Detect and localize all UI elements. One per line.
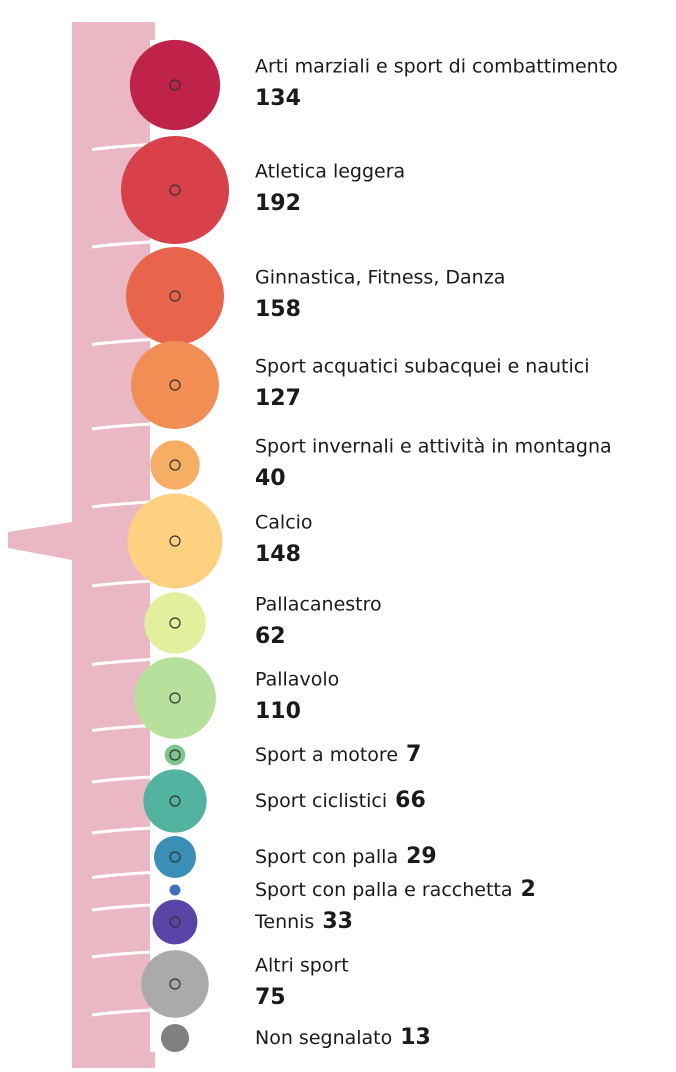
separator — [91, 335, 231, 346]
separator — [91, 823, 231, 835]
separator — [91, 237, 231, 249]
value-label: 192 — [255, 191, 301, 216]
value-label: 158 — [255, 297, 301, 322]
bubble — [141, 950, 209, 1018]
bubble-center — [169, 184, 181, 196]
value-label: 127 — [255, 386, 301, 411]
bubble — [160, 1023, 190, 1053]
category-label: Sport acquatici subacquei e nautici — [255, 356, 590, 378]
category-label: Sport con palla — [255, 846, 398, 868]
value-label: 40 — [255, 466, 286, 491]
bubble-center — [169, 851, 181, 863]
bubble — [129, 39, 221, 131]
bubble — [169, 884, 181, 896]
bubble — [134, 657, 216, 739]
bubble — [120, 135, 230, 245]
category-label: Sport invernali e attività in montagna — [255, 436, 612, 458]
bubble-center — [169, 535, 181, 547]
separator — [91, 655, 231, 666]
value-label: 2 — [521, 877, 536, 902]
value-label: 148 — [255, 542, 301, 567]
category-label: Tennis — [254, 911, 314, 933]
category-label: Pallavolo — [255, 669, 339, 691]
bubble — [131, 341, 219, 429]
value-label: 134 — [255, 86, 301, 111]
bubble — [150, 440, 200, 490]
value-label: 75 — [255, 985, 286, 1010]
bubble-center — [169, 459, 181, 471]
category-label: Calcio — [255, 512, 313, 534]
separator — [91, 947, 231, 959]
label: Sport con palla e racchetta 2 — [255, 877, 536, 902]
category-label: Sport ciclistici — [255, 790, 387, 812]
category-label: Sport a motore — [255, 744, 398, 766]
category-label: Ginnastica, Fitness, Danza — [255, 267, 505, 289]
value-label: 29 — [406, 844, 437, 869]
separator — [91, 419, 231, 431]
value-label: 7 — [406, 742, 421, 767]
bubble-center — [169, 692, 181, 704]
category-label: Pallacanestro — [255, 594, 382, 616]
category-label: Sport con palla e racchetta — [255, 879, 513, 901]
separator — [91, 772, 231, 784]
value-label: 66 — [395, 788, 426, 813]
bubble-center — [169, 79, 181, 91]
bubble — [125, 246, 225, 346]
bubble — [164, 744, 186, 766]
bubble — [153, 835, 197, 879]
bubble-center — [169, 978, 181, 990]
category-label: Non segnalato — [255, 1027, 392, 1049]
bubble-center — [169, 290, 181, 302]
bubble-center — [169, 749, 181, 761]
separator — [91, 868, 231, 879]
label: Sport con palla 29 — [255, 844, 437, 869]
bubble — [144, 592, 206, 654]
value-label: 62 — [255, 624, 286, 649]
bubble-center — [169, 379, 181, 391]
bubble — [127, 493, 223, 589]
category-label: Altri sport — [255, 955, 349, 977]
category-label: Atletica leggera — [255, 161, 405, 183]
bubble-center — [169, 795, 181, 807]
bubble-center — [169, 916, 181, 928]
bubble — [143, 769, 207, 833]
category-label: Arti marziali e sport di combattimento — [255, 56, 618, 78]
bubble — [152, 899, 198, 945]
value-label: 13 — [400, 1025, 431, 1050]
label: Non segnalato 13 — [255, 1025, 431, 1050]
label: Sport ciclistici 66 — [255, 788, 426, 813]
value-label: 110 — [255, 699, 301, 724]
label: Sport a motore 7 — [255, 742, 421, 767]
separator — [91, 900, 231, 912]
bracket — [8, 22, 155, 1068]
separator — [91, 1005, 231, 1017]
label: Tennis 33 — [254, 909, 353, 934]
value-label: 33 — [322, 909, 353, 934]
bubble-center — [169, 617, 181, 629]
